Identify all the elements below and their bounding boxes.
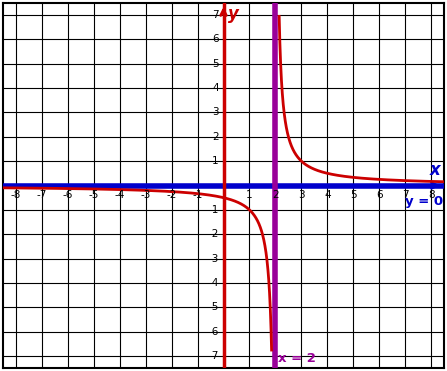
Text: -5: -5 xyxy=(89,190,99,200)
Text: -3: -3 xyxy=(208,254,219,263)
Text: -8: -8 xyxy=(11,190,21,200)
Text: 3: 3 xyxy=(212,108,219,117)
Text: -5: -5 xyxy=(208,302,219,312)
Text: x = 2: x = 2 xyxy=(278,352,316,365)
Text: -4: -4 xyxy=(114,190,125,200)
Text: 6: 6 xyxy=(212,35,219,44)
Text: 7: 7 xyxy=(402,190,409,200)
Text: -7: -7 xyxy=(37,190,47,200)
Text: 1: 1 xyxy=(212,156,219,166)
Text: -6: -6 xyxy=(63,190,73,200)
Text: 1: 1 xyxy=(246,190,253,200)
Text: -1: -1 xyxy=(208,205,219,215)
Text: 5: 5 xyxy=(212,59,219,69)
Text: 2: 2 xyxy=(212,132,219,142)
Text: y: y xyxy=(228,5,239,23)
Text: x: x xyxy=(430,161,440,180)
Text: 7: 7 xyxy=(212,10,219,20)
Text: -4: -4 xyxy=(208,278,219,288)
Text: 4: 4 xyxy=(212,83,219,93)
Text: -6: -6 xyxy=(208,327,219,336)
Text: y = 0: y = 0 xyxy=(405,195,443,208)
Text: 3: 3 xyxy=(298,190,305,200)
Text: -2: -2 xyxy=(208,229,219,239)
Text: 6: 6 xyxy=(376,190,383,200)
Text: 5: 5 xyxy=(350,190,357,200)
Text: -7: -7 xyxy=(208,351,219,361)
Text: 2: 2 xyxy=(272,190,279,200)
Text: 4: 4 xyxy=(324,190,331,200)
Text: 8: 8 xyxy=(428,190,434,200)
Text: -1: -1 xyxy=(192,190,203,200)
Text: -2: -2 xyxy=(166,190,177,200)
Text: -3: -3 xyxy=(140,190,151,200)
